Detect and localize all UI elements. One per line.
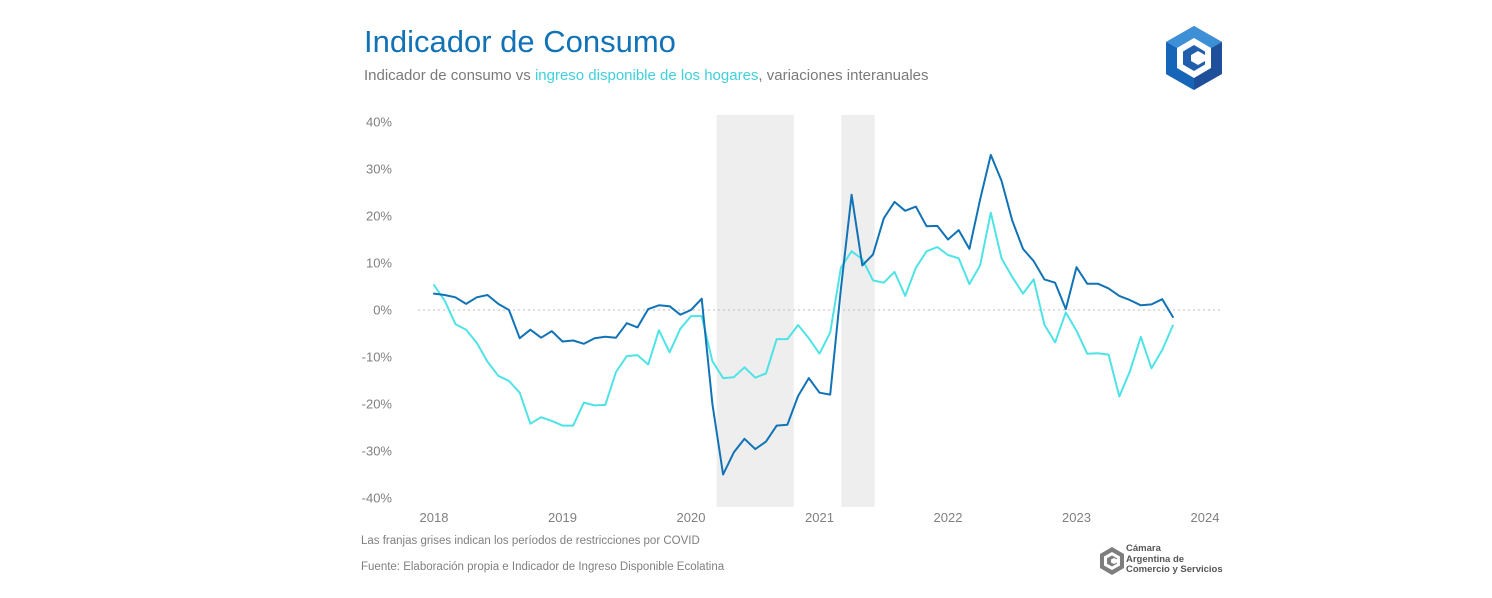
subtitle-prefix: Indicador de consumo vs: [364, 67, 535, 84]
covid-note: Las franjas grises indican los períodos …: [361, 535, 700, 547]
x-tick-label: 2020: [677, 510, 706, 525]
x-axis: 2018 2019 2020 2021 2022 2023 2024: [420, 510, 1220, 525]
y-tick-label: 20%: [366, 209, 392, 224]
x-tick-label: 2024: [1191, 510, 1220, 525]
cac-logo-icon: [1166, 26, 1222, 90]
chart-title: Indicador de Consumo: [364, 24, 676, 59]
brand-line-1: Cámara: [1126, 543, 1161, 554]
y-tick-label: -10%: [362, 350, 393, 365]
x-tick-label: 2019: [548, 510, 577, 525]
y-tick-label: 30%: [366, 162, 392, 177]
y-tick-label: -20%: [362, 397, 393, 412]
x-tick-label: 2021: [805, 510, 834, 525]
covid-shade-1: [716, 115, 794, 507]
covid-shade-2: [841, 115, 875, 507]
source-note: Fuente: Elaboración propia e Indicador d…: [361, 561, 725, 573]
x-tick-label: 2022: [934, 510, 963, 525]
y-axis: 40% 30% 20% 10% 0% -10% -20% -30% -40%: [362, 115, 393, 506]
subtitle-highlight: ingreso disponible de los hogares: [534, 67, 759, 84]
brand-line-3: Comercio y Servicios: [1126, 564, 1223, 575]
brand-line-2: Argentina de: [1126, 553, 1185, 565]
chart-subtitle: Indicador de consumo vs ingreso disponib…: [364, 67, 929, 84]
series-group: [433, 153, 1174, 476]
y-tick-label: 10%: [366, 256, 392, 271]
x-tick-label: 2018: [420, 510, 449, 525]
y-tick-label: -40%: [362, 491, 393, 506]
series-line-ingreso: [433, 211, 1174, 427]
series-line-consumo: [433, 153, 1174, 476]
y-tick-label: -30%: [362, 444, 393, 459]
y-tick-label: 0%: [373, 303, 392, 318]
brand-name: Cámara Argentina de Comercio y Servicios: [1126, 543, 1223, 576]
covid-shaded-periods: [716, 115, 875, 507]
x-tick-label: 2023: [1062, 510, 1091, 525]
subtitle-suffix: , variaciones interanuales: [758, 67, 929, 84]
cac-small-logo-icon: [1100, 547, 1124, 575]
y-tick-label: 40%: [366, 115, 392, 130]
